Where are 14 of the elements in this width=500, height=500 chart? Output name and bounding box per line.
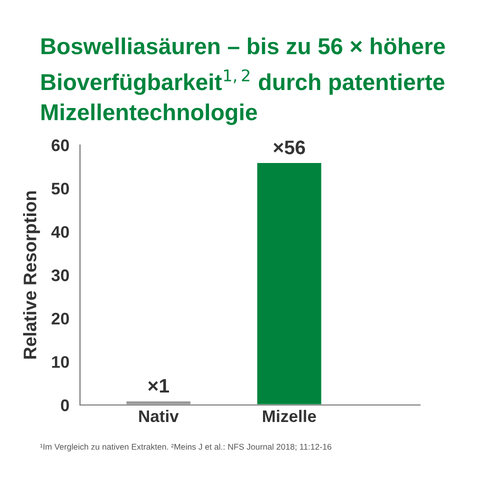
y-tick-label: 40: [51, 226, 69, 238]
text: ¹Im Vergleich zu nativen Extrakten. ²Meins J et al.: NFS Journal 2018; 11:12-16: [40, 444, 332, 452]
y-tick-label: 10: [52, 356, 69, 368]
y-axis-title: Relative Resorption: [23, 191, 40, 359]
y-tick-label: 50: [52, 182, 69, 195]
data-label: ×1: [148, 379, 170, 392]
data-label: ×56: [274, 140, 306, 154]
x-tick-label: Mizelle: [263, 410, 316, 422]
y-tick-label: 0: [60, 399, 69, 412]
chart-title: Boswelliasäuren – bis zu 56 × höhere Bioverfügbarkeit$^{1,2}$ durch patentierte Mizellentechnologie: [42, 38, 445, 125]
y-tick-label: 20: [52, 312, 69, 325]
x-tick-label: Nativ: [139, 410, 179, 422]
y-tick-label: 30: [51, 269, 69, 282]
y-tick-label: 60: [52, 139, 69, 152]
